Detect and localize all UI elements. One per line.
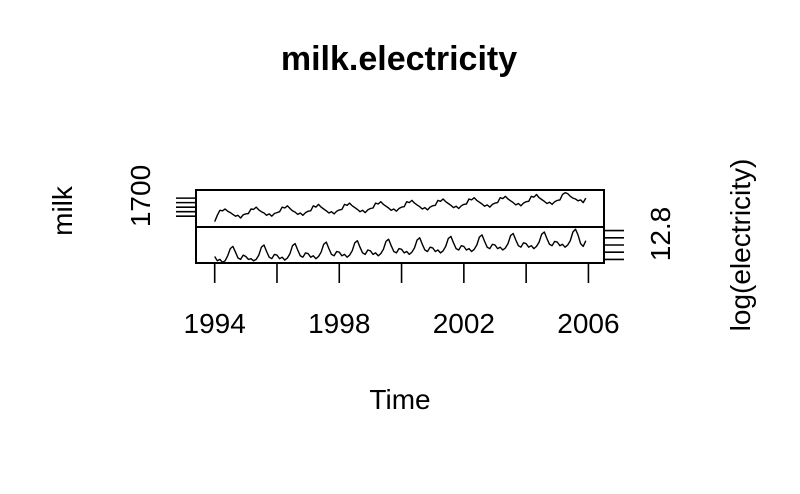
x-tick-label: 2002 [433, 308, 495, 339]
chart-title: milk.electricity [281, 40, 517, 78]
series-line-milk [214, 192, 587, 222]
y-axis-label-log-electricity: log(electricity) [725, 159, 756, 332]
y-axis-label-milk: milk [47, 185, 78, 236]
y-axis-milk: 1700 [125, 165, 196, 227]
y-tick-label-log-electricity: 12.8 [645, 207, 676, 262]
panels [195, 189, 605, 264]
x-tick-label: 1994 [184, 308, 246, 339]
x-tick-label: 1998 [308, 308, 370, 339]
series-line-log-electricity [214, 228, 587, 263]
x-axis: 1994 1998 2002 2006 [184, 262, 620, 339]
y-axis-log-electricity: 12.8 [604, 207, 676, 262]
x-axis-label: Time [369, 384, 430, 415]
x-tick-label: 2006 [557, 308, 619, 339]
y-tick-label-milk: 1700 [125, 165, 156, 227]
